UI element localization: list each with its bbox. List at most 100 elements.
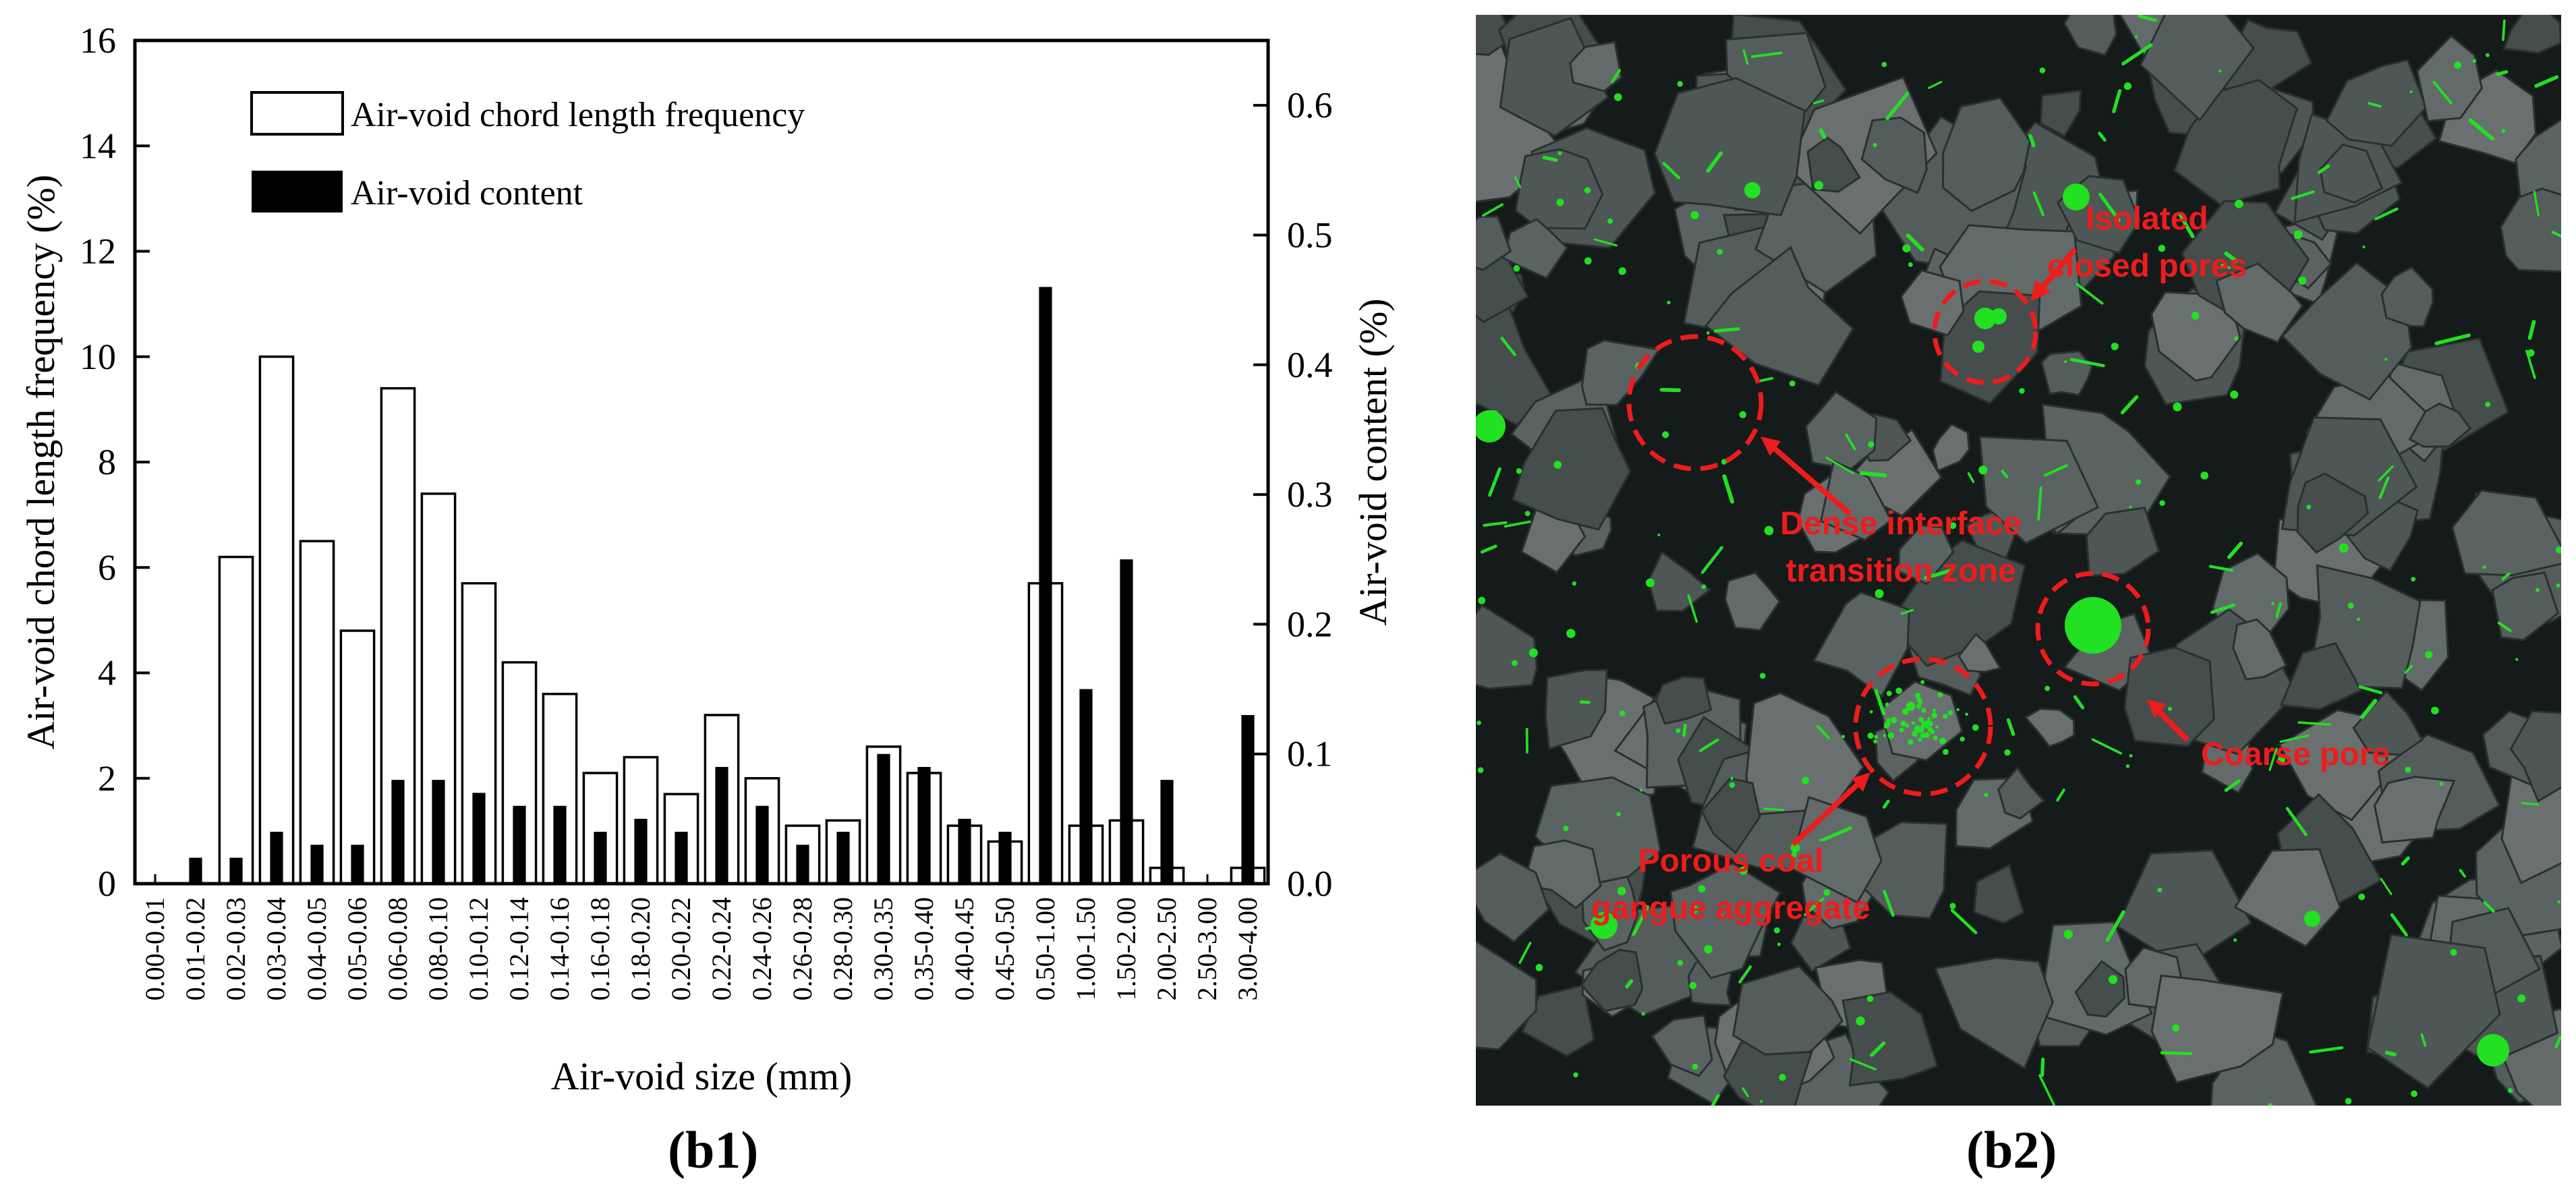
pore-streak-88 (1700, 546, 1723, 574)
pore-streak-223 (2521, 802, 2540, 806)
aggregate-168 (1653, 77, 1806, 217)
pore-dot-81 (1621, 903, 1626, 907)
x-axis-ticks: 0.00-0.01 0.01-0.02 0.02-0.03 0.03-0.04 0.04… (140, 874, 1263, 1000)
pore-dot-190 (2293, 230, 2303, 239)
aggregate-pore-30 (1885, 702, 1889, 707)
x-tick-label-2: 0.02-0.03 (221, 897, 251, 1000)
aggregate-151 (1724, 571, 1781, 631)
aggregate-64 (2039, 89, 2082, 138)
pore-streak-41 (2210, 603, 2236, 615)
aggregate-171 (1700, 777, 1761, 855)
content-bar-6 (391, 780, 405, 884)
pore-dot-25 (2218, 69, 2222, 73)
pore-dot-69 (2233, 938, 2237, 942)
aggregate-pore-53 (1890, 716, 1897, 724)
content-bar-18 (877, 753, 890, 884)
pore-streak-239 (1504, 520, 1531, 528)
aggregate-42 (1476, 604, 1538, 690)
pore-dot-143 (2501, 128, 2506, 133)
arrowhead-coarse (2147, 700, 2167, 718)
large-pore-0 (1974, 308, 1996, 329)
aggregate-pore-9 (1918, 716, 1924, 723)
dense-zone-circle (1626, 334, 1764, 472)
pore-streak-163 (1722, 474, 1735, 504)
pore-streak-202 (1859, 471, 1887, 478)
y-tick-label-16: 16 (80, 20, 116, 61)
aggregate-pore-11 (1943, 749, 1949, 756)
pore-streak-249 (2374, 207, 2399, 221)
content-bar-3 (270, 832, 283, 884)
pore-streak-66 (2221, 263, 2231, 269)
pore-dot-40 (2425, 650, 2433, 659)
pore-dot-253 (2517, 994, 2526, 1003)
frequency-bar-3 (258, 355, 295, 885)
pore-dot-120 (1563, 826, 1569, 832)
x-tick-label-3: 0.03-0.04 (261, 897, 291, 1000)
pore-streak-101 (2160, 1051, 2193, 1056)
large-pore-8 (2304, 911, 2320, 927)
x-tick-label-14: 0.22-0.24 (706, 897, 737, 1000)
frequency-bar-2 (218, 555, 254, 885)
pore-streak-23 (1738, 965, 1752, 984)
y2-tick-label-0.3: 0.3 (1287, 474, 1333, 515)
pore-dot-45 (1704, 944, 1713, 954)
pore-streak-7 (2359, 699, 2378, 719)
aggregate-160 (1511, 407, 1632, 531)
y-tick-label-8: 8 (98, 442, 116, 482)
aggregate-pore-52 (1900, 720, 1906, 727)
pore-dot-60 (1573, 1072, 1578, 1078)
content-bar-24 (1120, 559, 1133, 884)
pore-dot-166 (2508, 1088, 2513, 1093)
pore-dot-215 (2515, 658, 2519, 661)
content-bar-8 (472, 793, 486, 884)
aggregate-pore-56 (1959, 737, 1965, 742)
aggregate-125 (2325, 59, 2428, 147)
pore-streak-126 (1632, 905, 1650, 936)
pore-dot-14 (1528, 648, 1538, 658)
aggregate-71 (2063, 15, 2117, 57)
pore-dot-12 (1790, 843, 1800, 853)
pore-streak-254 (1885, 92, 1910, 121)
aggregate-178 (1899, 269, 1965, 337)
pore-dot-209 (1667, 300, 1671, 305)
pore-dot-159 (1477, 767, 1484, 773)
x-tick-label-4: 0.04-0.05 (302, 897, 332, 1000)
pore-streak-50 (1698, 738, 1719, 752)
pore-dot-191 (1677, 960, 1684, 966)
aggregate-pore-42 (1886, 718, 1891, 722)
aggregate-134 (1941, 96, 2032, 212)
pore-streak-149 (2378, 465, 2394, 482)
aggregate-187 (2074, 960, 2126, 1018)
pore-dot-105 (2234, 336, 2239, 341)
pore-dot-212 (2044, 685, 2051, 691)
aggregate-pore-21 (1924, 720, 1931, 727)
aggregate-pore-8 (1908, 739, 1914, 745)
pore-dot-52 (1759, 673, 1766, 679)
pore-dot-240 (2171, 1024, 2180, 1032)
pore-dot-111 (2158, 244, 2166, 252)
aggregate-pore-51 (1956, 708, 1960, 712)
pore-streak-13 (2420, 1033, 2427, 1047)
pore-dot-28 (1902, 244, 1911, 253)
aggregate-pore-36 (1918, 701, 1922, 706)
aggregate-103 (1933, 957, 2054, 1070)
pore-streak-146 (2056, 789, 2065, 802)
pore-streak-169 (1625, 979, 1634, 989)
aggregate-pore-47 (1965, 712, 1968, 716)
aggregate-pore-12 (1869, 710, 1873, 714)
aggregate-189 (2232, 618, 2288, 681)
aggregate-82 (1476, 15, 1514, 56)
pore-streak-87 (2091, 738, 2122, 755)
pore-streak-109 (2112, 89, 2122, 113)
pore-dot-161 (2409, 90, 2413, 94)
pore-dot-2 (1777, 942, 1781, 946)
aggregate-particles (1476, 15, 2561, 1106)
pore-streak-188 (1759, 376, 1774, 382)
pore-streak-155 (1822, 826, 1852, 842)
left-axis-ticks: 0 2 4 6 8 10 12 14 16 (80, 20, 150, 904)
aggregate-170 (1580, 339, 1661, 406)
aggregate-pore-44 (1915, 693, 1920, 699)
aggregate-6 (1476, 301, 1552, 426)
caption-b2-text: b2 (1983, 1120, 2040, 1179)
y-tick-label-6: 6 (98, 547, 116, 588)
